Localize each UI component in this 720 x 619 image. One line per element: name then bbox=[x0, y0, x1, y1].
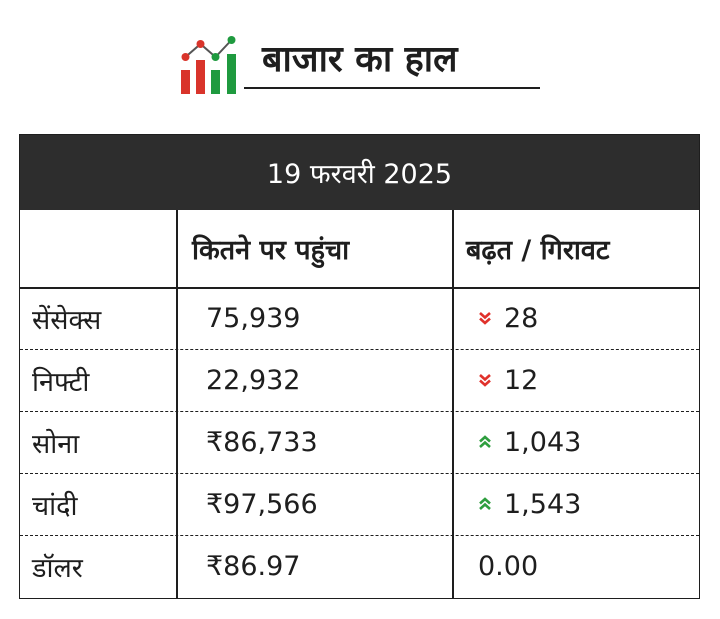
market-chart-icon bbox=[181, 36, 236, 94]
change-value: 0.00 bbox=[478, 550, 539, 582]
row-name: सेंसेक्स bbox=[32, 304, 102, 336]
double-chevron-down-icon bbox=[479, 312, 491, 325]
change-value: 1,043 bbox=[504, 426, 582, 458]
column-header-change: बढ़त / गिरावट bbox=[466, 235, 610, 266]
row-name: निफ्टी bbox=[32, 366, 90, 398]
date-label: 19 फरवरी 2025 bbox=[266, 159, 453, 190]
page-title: बाजार का हाल bbox=[262, 39, 458, 80]
row-change: 1,543 bbox=[478, 473, 581, 535]
market-table: 19 फरवरी 2025 कितने पर पहुंचा बढ़त / गिर… bbox=[19, 134, 700, 599]
change-value: 28 bbox=[504, 302, 539, 334]
row-value: 22,932 bbox=[206, 364, 301, 396]
header-divider bbox=[20, 287, 699, 289]
row-change: 12 bbox=[478, 349, 538, 411]
row-name: चांदी bbox=[32, 490, 78, 522]
row-change: 28 bbox=[478, 287, 538, 349]
row-change: 1,043 bbox=[478, 411, 581, 473]
row-value: ₹97,566 bbox=[206, 488, 318, 520]
row-divider bbox=[20, 349, 699, 350]
double-chevron-up-icon bbox=[479, 497, 491, 510]
row-value: 75,939 bbox=[206, 302, 301, 334]
row-divider bbox=[20, 473, 699, 474]
column-divider bbox=[452, 210, 454, 598]
change-value: 12 bbox=[504, 364, 539, 396]
column-header-value: कितने पर पहुंचा bbox=[192, 235, 350, 266]
title-underline bbox=[244, 87, 540, 89]
double-chevron-up-icon bbox=[479, 435, 491, 448]
page-header: बाजार का हाल bbox=[178, 30, 540, 94]
row-value: ₹86.97 bbox=[206, 550, 301, 582]
row-name: सोना bbox=[32, 428, 80, 460]
date-banner: 19 फरवरी 2025 bbox=[20, 135, 699, 210]
double-chevron-down-icon bbox=[479, 374, 491, 387]
column-divider bbox=[176, 210, 178, 598]
row-value: ₹86,733 bbox=[206, 426, 318, 458]
row-divider bbox=[20, 411, 699, 412]
row-change: 0.00 bbox=[478, 535, 538, 597]
row-divider bbox=[20, 535, 699, 536]
row-name: डॉलर bbox=[32, 552, 83, 584]
change-value: 1,543 bbox=[504, 488, 582, 520]
